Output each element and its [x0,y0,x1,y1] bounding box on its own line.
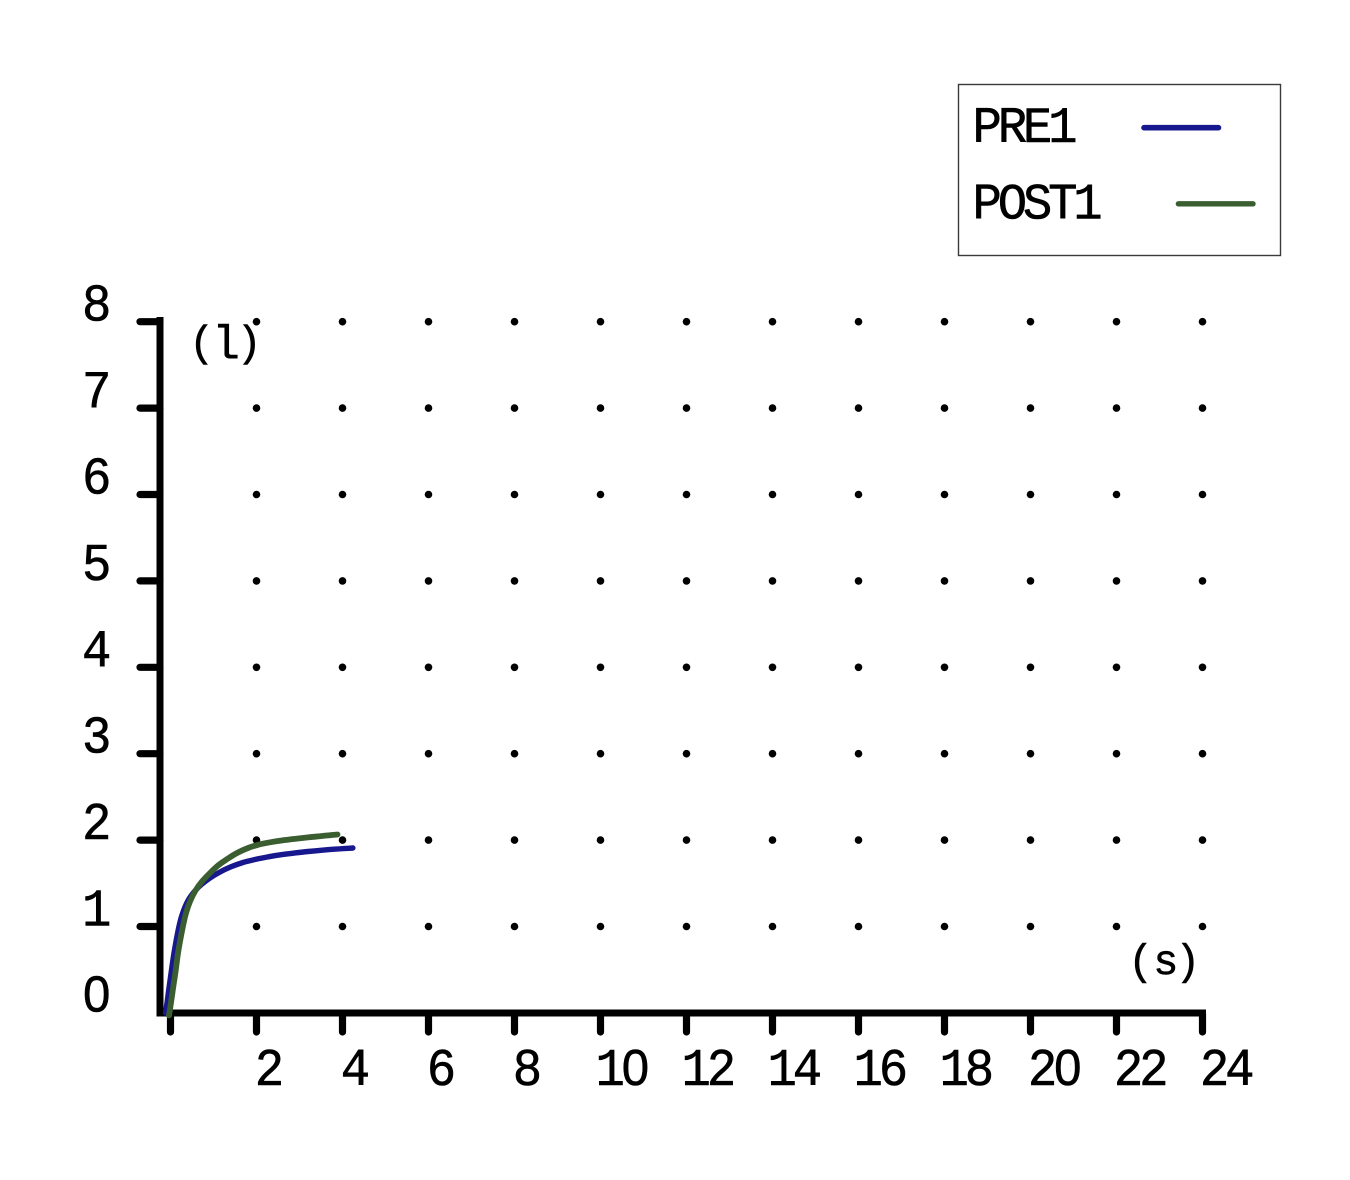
svg-text:4: 4 [341,1043,368,1102]
svg-text:18: 18 [940,1043,992,1102]
svg-text:7: 7 [82,365,108,424]
svg-text:POST1: POST1 [973,177,1101,235]
svg-text:4: 4 [82,624,109,683]
svg-text:6: 6 [427,1043,454,1102]
svg-text:22: 22 [1114,1043,1165,1102]
svg-text:5: 5 [82,538,109,597]
svg-text:(s): (s) [1128,939,1200,987]
svg-text:20: 20 [1028,1043,1080,1102]
svg-text:3: 3 [82,710,109,769]
svg-text:16: 16 [854,1043,906,1102]
svg-text:12: 12 [682,1043,733,1102]
svg-text:8: 8 [82,278,109,337]
svg-text:1: 1 [82,883,109,942]
svg-text:(l): (l) [189,319,262,373]
svg-text:2: 2 [82,797,108,856]
svg-text:14: 14 [768,1043,820,1102]
svg-text:6: 6 [82,451,109,510]
svg-text:24: 24 [1200,1043,1252,1102]
svg-text:2: 2 [255,1043,281,1102]
svg-text:10: 10 [596,1043,648,1102]
svg-text:8: 8 [513,1043,540,1102]
svg-text:PRE1: PRE1 [973,100,1076,158]
